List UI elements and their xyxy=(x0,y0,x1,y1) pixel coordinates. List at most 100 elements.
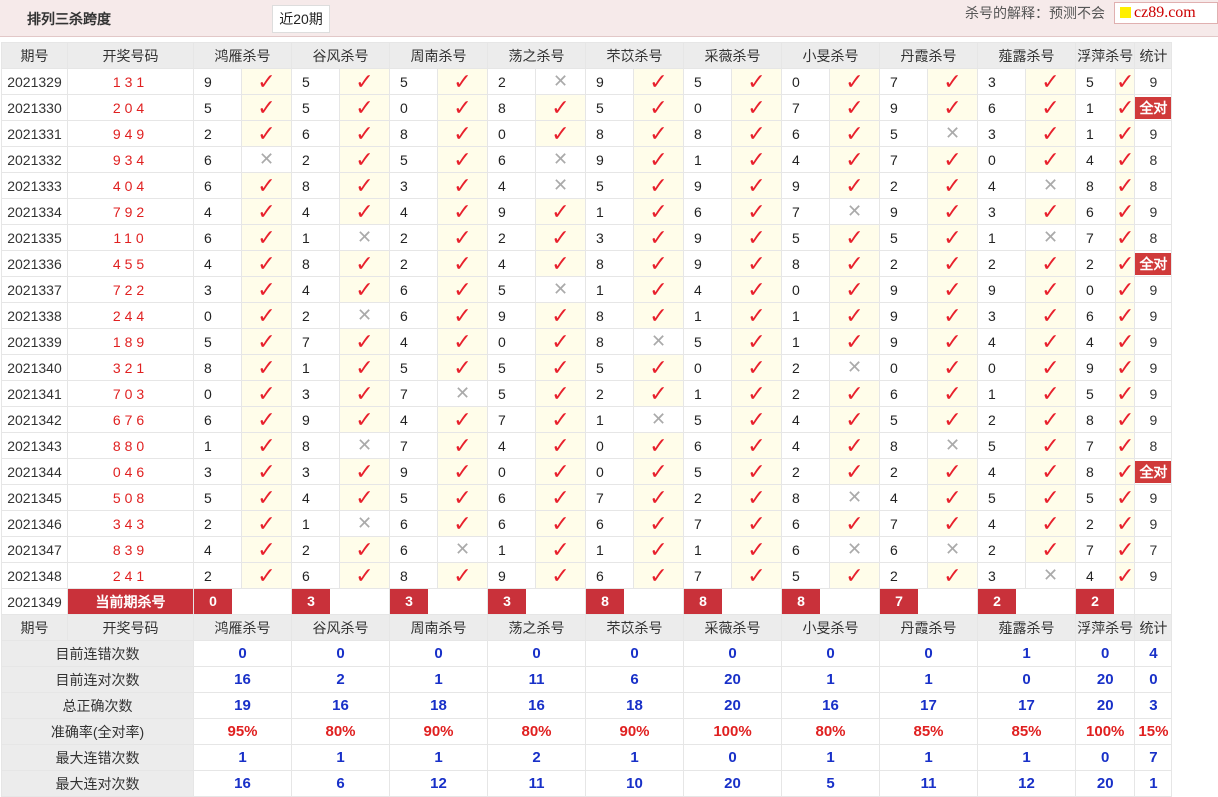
result-cell: ✓ xyxy=(241,432,292,459)
result-cell: ✓ xyxy=(241,120,292,147)
check-icon: ✓ xyxy=(943,250,962,276)
kill-number: 6 xyxy=(683,432,732,459)
result-cell: ✓ xyxy=(731,224,782,251)
summary-value: 11 xyxy=(487,666,586,693)
kill-number: 6 xyxy=(487,510,536,537)
cross-icon: ✕ xyxy=(944,435,961,455)
kill-number: 0 xyxy=(781,276,830,303)
kill-number: 9 xyxy=(781,172,830,199)
check-icon: ✓ xyxy=(453,120,472,146)
result-cell: ✓ xyxy=(633,276,684,303)
result-cell: ✓ xyxy=(927,380,978,407)
result-cell: ✓ xyxy=(241,510,292,537)
draw-number: 244 xyxy=(67,302,194,329)
kill-number: 6 xyxy=(193,172,242,199)
check-icon: ✓ xyxy=(355,406,374,432)
check-icon: ✓ xyxy=(1041,250,1060,276)
check-icon: ✓ xyxy=(1041,510,1060,536)
check-icon: ✓ xyxy=(845,68,864,94)
result-cell: ✕ xyxy=(339,432,390,459)
check-icon: ✓ xyxy=(551,328,570,354)
kill-number: 7 xyxy=(781,198,830,225)
result-cell: ✓ xyxy=(1025,458,1076,485)
summary-value: 1 xyxy=(193,744,292,771)
period-cell: 2021336 xyxy=(1,250,68,277)
check-icon: ✓ xyxy=(355,250,374,276)
check-icon: ✓ xyxy=(845,510,864,536)
check-icon: ✓ xyxy=(649,94,668,120)
page-title: 排列三杀跨度 xyxy=(27,11,111,27)
result-cell: ✓ xyxy=(1114,354,1136,381)
check-icon: ✓ xyxy=(649,146,668,172)
column-header: 开奖号码 xyxy=(67,42,194,69)
column-header: 荡之杀号 xyxy=(487,42,586,69)
kill-number: 6 xyxy=(389,536,438,563)
explain-text: 杀号的解释：预测不会 xyxy=(965,5,1105,21)
check-icon: ✓ xyxy=(1116,68,1135,94)
summary-value: 4 xyxy=(1134,640,1173,667)
result-cell: ✕ xyxy=(535,146,586,173)
period-cell: 2021343 xyxy=(1,432,68,459)
kill-number: 1 xyxy=(487,536,536,563)
result-cell: ✓ xyxy=(241,198,292,225)
kill-number: 3 xyxy=(193,458,242,485)
check-icon: ✓ xyxy=(257,354,276,380)
kill-number: 9 xyxy=(487,198,536,225)
period-select[interactable]: 近20期 xyxy=(272,5,330,33)
kill-number: 2 xyxy=(781,458,830,485)
check-icon: ✓ xyxy=(943,68,962,94)
kill-number: 5 xyxy=(193,328,242,355)
result-cell: ✓ xyxy=(927,406,978,433)
stat-cell: 9 xyxy=(1134,354,1173,381)
cross-icon: ✕ xyxy=(454,539,471,559)
check-icon: ✓ xyxy=(1041,68,1060,94)
check-icon: ✓ xyxy=(453,224,472,250)
kill-number: 2 xyxy=(193,120,242,147)
check-icon: ✓ xyxy=(649,510,668,536)
check-icon: ✓ xyxy=(943,354,962,380)
check-icon: ✓ xyxy=(649,354,668,380)
check-icon: ✓ xyxy=(355,276,374,302)
result-cell: ✓ xyxy=(829,380,880,407)
result-cell: ✓ xyxy=(731,302,782,329)
check-icon: ✓ xyxy=(257,94,276,120)
result-cell: ✓ xyxy=(437,120,488,147)
result-cell: ✓ xyxy=(927,302,978,329)
kill-number: 1 xyxy=(781,302,830,329)
check-icon: ✓ xyxy=(649,224,668,250)
kill-number: 5 xyxy=(977,484,1026,511)
kill-number: 4 xyxy=(879,484,928,511)
current-kill-value: 0 xyxy=(194,589,232,614)
site-logo[interactable]: cz89.com xyxy=(1114,2,1218,24)
cross-icon: ✕ xyxy=(650,409,667,429)
summary-value: 2 xyxy=(291,666,390,693)
result-cell: ✓ xyxy=(535,224,586,251)
table-row: 2021340 321 8 ✓ 1 ✓ 5 ✓ 5 ✓ 5 ✓ 0 ✓ 2 ✕ 0 ✓ 0 ✓ 9 ✓ 9 xyxy=(1,354,1173,381)
check-icon: ✓ xyxy=(1116,510,1135,536)
current-kill-cell: 7 xyxy=(879,588,978,615)
kill-number: 8 xyxy=(291,432,340,459)
kill-number: 9 xyxy=(193,68,242,95)
check-icon: ✓ xyxy=(747,432,766,458)
summary-value: 95% xyxy=(193,718,292,745)
result-cell: ✓ xyxy=(437,94,488,121)
period-cell: 2021340 xyxy=(1,354,68,381)
check-icon: ✓ xyxy=(1041,484,1060,510)
period-cell: 2021329 xyxy=(1,68,68,95)
stat-cell: 9 xyxy=(1134,302,1173,329)
table-row: 2021333 404 6 ✓ 8 ✓ 3 ✓ 4 ✕ 5 ✓ 9 ✓ 9 ✓ 2 ✓ 4 ✕ 8 ✓ 8 xyxy=(1,172,1173,199)
result-cell: ✓ xyxy=(339,68,390,95)
result-cell: ✓ xyxy=(535,302,586,329)
result-cell: ✓ xyxy=(1114,536,1136,563)
check-icon: ✓ xyxy=(943,146,962,172)
result-cell: ✓ xyxy=(633,250,684,277)
check-icon: ✓ xyxy=(1041,146,1060,172)
kill-number: 5 xyxy=(683,458,732,485)
current-kill-cell: 3 xyxy=(487,588,586,615)
result-cell: ✓ xyxy=(633,172,684,199)
period-cell: 2021334 xyxy=(1,198,68,225)
kill-number: 5 xyxy=(193,484,242,511)
check-icon: ✓ xyxy=(1116,536,1135,562)
check-icon: ✓ xyxy=(1116,328,1135,354)
check-icon: ✓ xyxy=(845,406,864,432)
